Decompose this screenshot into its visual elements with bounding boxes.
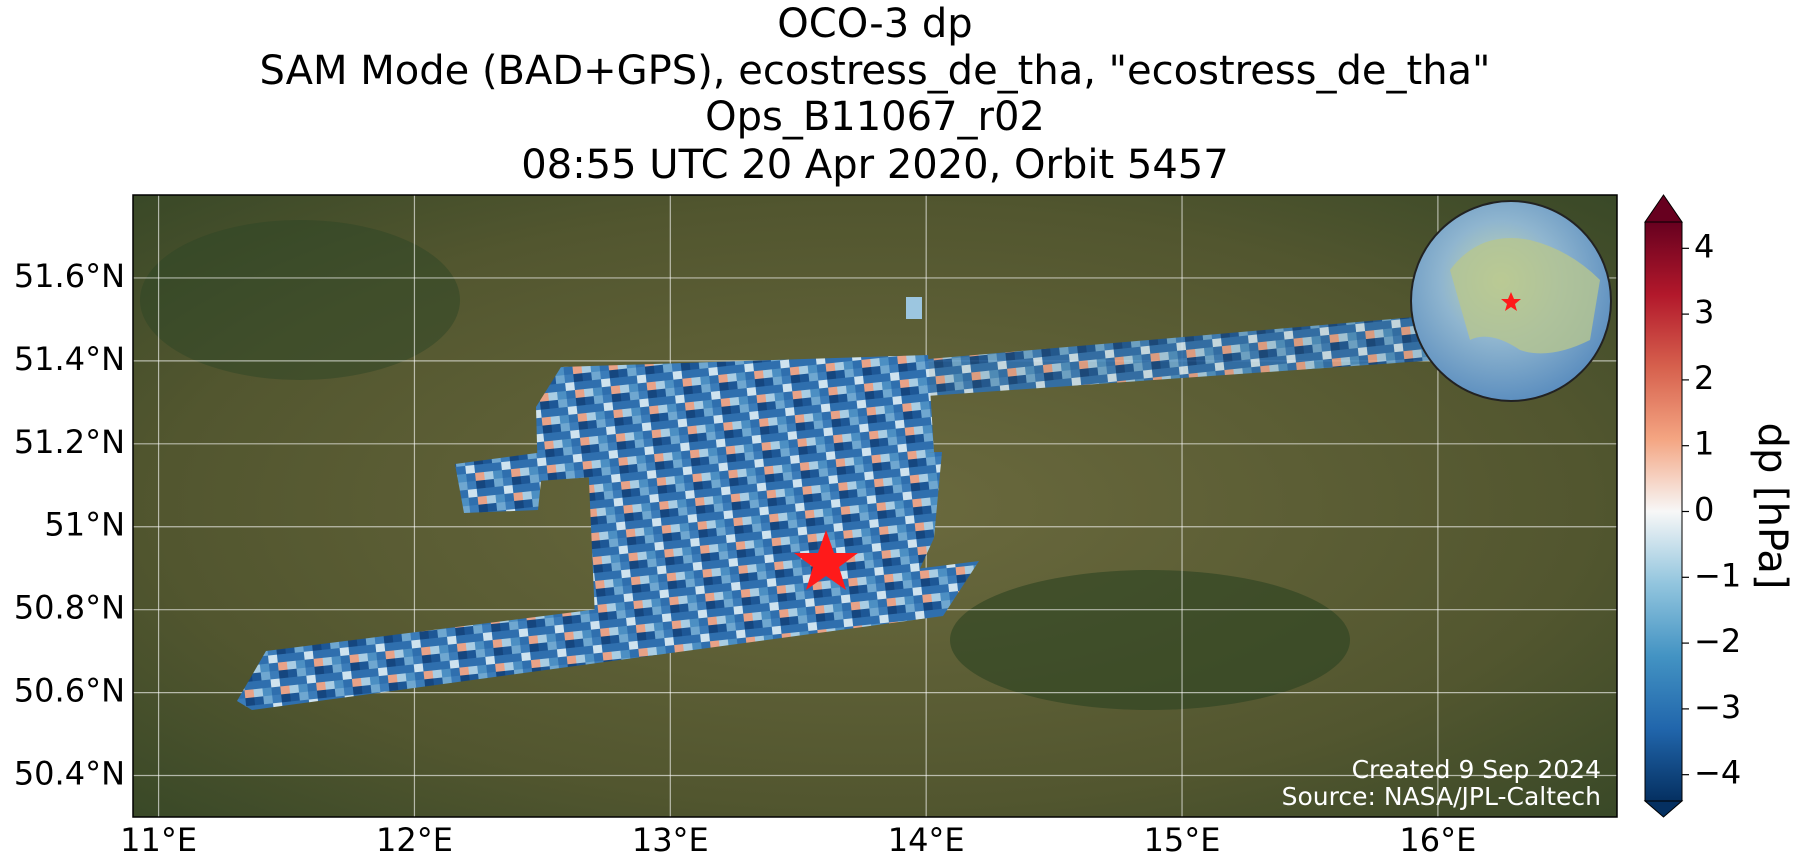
credit: Source: NASA/JPL-Caltech <box>1282 782 1601 811</box>
title-line: SAM Mode (BAD+GPS), ecostress_de_tha, "e… <box>260 48 1491 94</box>
globe-land <box>1450 238 1600 354</box>
y-tick-label: 51°N <box>44 506 125 544</box>
colorbar-extend-top <box>1644 194 1683 223</box>
x-tick-label: 15°E <box>1144 821 1221 859</box>
credit: Created 9 Sep 2024 <box>1352 755 1601 784</box>
x-tick-label: 16°E <box>1399 821 1476 859</box>
swath-strip <box>536 355 934 481</box>
x-tick-label: 13°E <box>632 821 709 859</box>
y-tick-label: 50.4°N <box>14 755 125 793</box>
y-tick-label: 51.4°N <box>14 340 125 378</box>
forest <box>140 220 460 380</box>
colorbar-tick-label: −1 <box>1694 556 1741 594</box>
colorbar-tick-label: 4 <box>1694 227 1714 265</box>
colorbar-tick-label: −3 <box>1694 688 1741 726</box>
y-tick-label: 50.6°N <box>14 672 125 710</box>
colorbar-tick-label: −4 <box>1694 754 1741 792</box>
title-line: 08:55 UTC 20 Apr 2020, Orbit 5457 <box>521 142 1228 188</box>
colorbar: −4 −3 −2 −1 0 1 2 3 4 <box>1643 194 1741 818</box>
globe-star <box>1501 292 1521 311</box>
colorbar-label: dp [hPa] <box>1749 423 1795 590</box>
colorbar-body <box>1644 221 1683 802</box>
title-line: Ops_B11067_r02 <box>705 94 1045 140</box>
forest <box>950 570 1350 710</box>
target-star <box>794 530 858 590</box>
colorbar-tick-label: 2 <box>1694 359 1714 397</box>
axes: 11°E 12°E 13°E 14°E 15°E 16°E 50.4°N 50.6°N 50.8… <box>14 257 1477 859</box>
swath <box>237 297 1438 710</box>
y-tick-label: 51.2°N <box>14 423 125 461</box>
x-tick-label: 14°E <box>888 821 965 859</box>
map-frame <box>132 194 1618 818</box>
colorbar-tick-label: −2 <box>1694 622 1741 660</box>
title-line: OCO-3 dp <box>777 1 972 47</box>
y-tick-label: 51.6°N <box>14 257 125 295</box>
colorbar-tick-label: 3 <box>1694 293 1714 331</box>
colorbar-tick-label: 0 <box>1694 491 1714 529</box>
x-tick-label: 12°E <box>376 821 453 859</box>
titles: OCO-3 dp SAM Mode (BAD+GPS), ecostress_d… <box>260 1 1491 188</box>
swath-strip <box>906 297 922 319</box>
x-tick-label: 11°E <box>120 821 197 859</box>
colorbar-extend-bottom <box>1643 800 1684 818</box>
swath-strip <box>588 452 942 641</box>
swath-strip <box>870 315 1438 400</box>
globe-inset <box>1410 200 1612 402</box>
colorbar-tick-label: 1 <box>1694 425 1714 463</box>
swath-strip <box>455 452 544 513</box>
y-tick-label: 50.8°N <box>14 589 125 627</box>
